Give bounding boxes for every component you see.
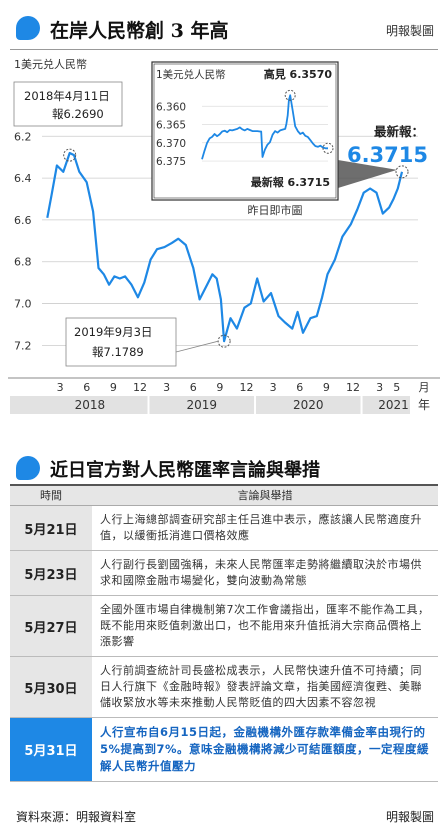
col-desc-header: 言論與舉措	[237, 489, 293, 502]
speech-bubble-icon	[16, 456, 40, 480]
year-label: 2019	[186, 398, 217, 412]
col-time-header: 時間	[40, 489, 62, 502]
row-date: 5月30日	[10, 657, 92, 717]
table-title: 近日官方對人民幣匯率言論與舉措	[50, 460, 320, 481]
rmb-rate-chart: 1美元兑人民幣 6.2 6.4 6.6 6.8 7.0 7.2 3 6 9 12 3 6 9 12 3 6 9 12…	[8, 57, 440, 414]
y-tick-label: 6.2	[14, 130, 32, 143]
y-unit-label: 1美元兑人民幣	[14, 57, 87, 71]
inset-y-tick-label: 6.365	[156, 120, 186, 132]
row-text: 人行副行長劉國強稱，未來人民幣匯率走勢將繼續取決於市場供求和國際金融市場變化，雙…	[100, 558, 422, 587]
main-chart-area: 1美元兑人民幣 6.2 6.4 6.6 6.8 7.0 7.2 3 6 9 12 3 6 9 12 3 6 9 12…	[0, 52, 448, 424]
year-band	[10, 396, 410, 414]
x-tick-label: 5	[393, 381, 400, 394]
chart-credit: 明報製圖	[385, 24, 434, 38]
inset-unit-label: 1美元兑人民幣	[156, 68, 226, 81]
marker-2018-high	[63, 148, 77, 162]
inset-marker-high	[284, 89, 296, 101]
row-date: 5月31日	[10, 718, 92, 781]
annotation-text: 2019年9月3日	[74, 325, 152, 339]
table-row-highlight: 5月31日 人行宣布自6月15日起，金融機構外匯存款準備金率由現行的5%提高到7…	[10, 718, 438, 782]
table-row: 5月21日 人行上海總部調查研究部主任吕進中表示，應該讓人民幣適度升值，以緩衝抵…	[10, 506, 438, 551]
x-tick-label: 3	[163, 381, 170, 394]
inset-y-tick-label: 6.360	[156, 101, 186, 113]
year-unit-label: 年	[418, 398, 430, 412]
annotation-text: 2018年4月11日	[24, 89, 110, 103]
y-tick-label: 7.2	[14, 339, 32, 352]
inset-high-label: 高見 6.3570	[264, 67, 333, 81]
x-tick-label: 12	[133, 381, 147, 394]
x-tick-label: 3	[57, 381, 64, 394]
inset-latest-label: 最新報 6.3715	[251, 175, 330, 189]
y-tick-label: 6.4	[14, 172, 32, 185]
x-tick-label: 9	[110, 381, 117, 394]
inset-pointer	[338, 160, 398, 188]
inset-line	[201, 94, 328, 160]
measures-table: 時間 言論與舉措 5月21日 人行上海總部調查研究部主任吕進中表示，應該讓人民幣…	[10, 484, 438, 782]
x-tick-label: 9	[323, 381, 330, 394]
table-row: 5月27日 全國外匯市場自律機制第7次工作會議指出，匯率不能作為工具，既不能用來…	[10, 596, 438, 657]
marker-latest	[395, 165, 409, 179]
row-text: 人行宣布自6月15日起，金融機構外匯存款準備金率由現行的5%提高到7%。意味金融…	[100, 725, 430, 773]
y-tick-label: 6.8	[14, 256, 32, 269]
latest-label: 最新報：	[374, 124, 424, 139]
x-tick-label: 9	[216, 381, 223, 394]
speech-bubble-icon	[16, 16, 40, 40]
row-text: 人行上海總部調查研究部主任吕進中表示，應該讓人民幣適度升值，以緩衝抵消進口價格效…	[100, 513, 422, 542]
source-note: 資料來源：明報資料室	[16, 810, 137, 824]
table-row: 5月23日 人行副行長劉國強稱，未來人民幣匯率走勢將繼續取決於市場供求和國際金融…	[10, 551, 438, 596]
latest-value: 6.3715	[347, 143, 428, 167]
row-text: 人行前調查統計司長盛松成表示，人民幣快速升值不可持續；同日人行旗下《金融時報》發…	[100, 664, 422, 709]
year-label: 2021	[378, 398, 409, 412]
year-label: 2018	[75, 398, 106, 412]
chart-title: 在岸人民幣創 3 年高	[50, 20, 229, 42]
row-text: 全國外匯市場自律機制第7次工作會議指出，匯率不能作為工具，既不能用來貶值刺激出口…	[100, 603, 430, 648]
year-label: 2020	[293, 398, 324, 412]
inset-y-tick-label: 6.370	[156, 138, 186, 150]
table-row: 5月30日 人行前調查統計司長盛松成表示，人民幣快速升值不可持續；同日人行旗下《…	[10, 657, 438, 718]
x-tick-label: 3	[270, 381, 277, 394]
x-tick-label: 3	[376, 381, 383, 394]
x-tick-label: 6	[83, 381, 90, 394]
footer: 資料來源：明報資料室 明報製圖	[10, 806, 438, 826]
x-tick-label: 12	[346, 381, 360, 394]
row-date: 5月23日	[10, 551, 92, 595]
y-tick-label: 7.0	[14, 298, 32, 311]
row-date: 5月27日	[10, 596, 92, 656]
annotation-text: 報7.1789	[92, 345, 144, 359]
annotation-leader	[175, 340, 219, 353]
chart-header: 在岸人民幣創 3 年高 明報製圖	[10, 12, 438, 50]
x-tick-label: 6	[190, 381, 197, 394]
inset-y-tick-label: 6.375	[156, 156, 186, 168]
table-header: 近日官方對人民幣匯率言論與舉措	[10, 450, 438, 484]
y-tick-label: 6.6	[14, 214, 32, 227]
footer-credit: 明報製圖	[385, 810, 434, 824]
annotation-text: 報6.2690	[52, 107, 104, 121]
annotation-box	[65, 317, 177, 367]
table-head-row: 時間 言論與舉措	[10, 486, 438, 506]
rate-line	[46, 151, 404, 343]
row-date: 5月21日	[10, 506, 92, 550]
month-unit-label: 月	[419, 381, 430, 394]
inset-caption: 昨日即市圖	[248, 203, 303, 217]
x-tick-label: 6	[296, 381, 303, 394]
annotation-box	[13, 81, 123, 127]
x-tick-label: 12	[240, 381, 254, 394]
